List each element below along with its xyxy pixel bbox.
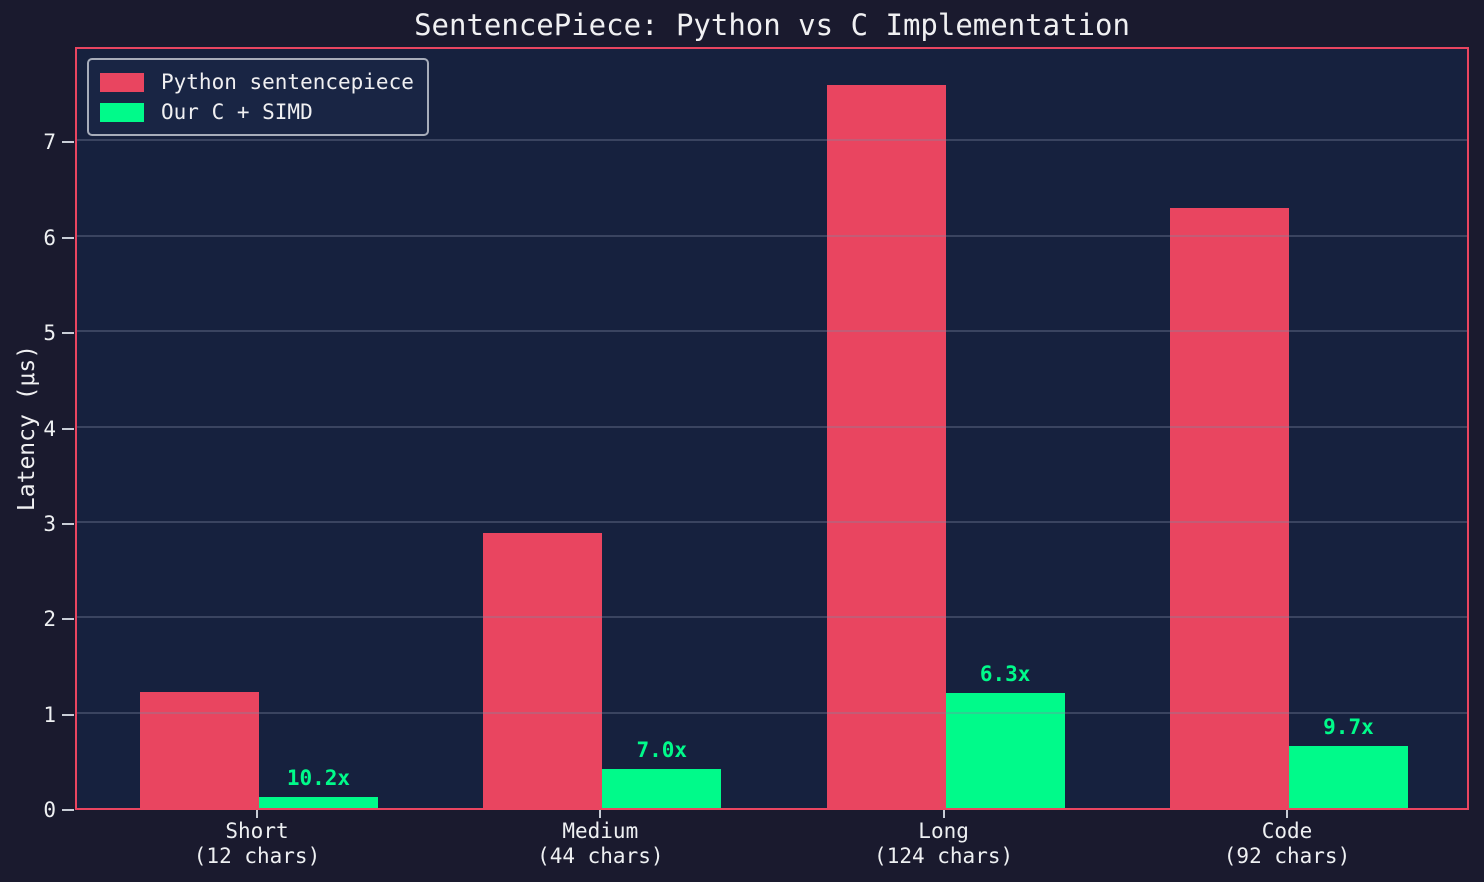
bar-c-simd-code — [1288, 746, 1408, 808]
gridline-y3 — [77, 520, 1467, 523]
legend-swatch-python — [100, 72, 144, 92]
y-tick-label-5: 5 — [43, 321, 56, 346]
chart-title: SentencePiece: Python vs C Implementatio… — [414, 8, 1130, 42]
legend-item-python: Python sentencepiece — [100, 67, 414, 97]
bar-python-long — [826, 85, 946, 808]
x-tick-label-main: Long — [918, 819, 969, 843]
x-tick-label-sub: (12 chars) — [193, 844, 321, 868]
speedup-label-code: 9.7x — [1323, 715, 1374, 739]
bar-python-short — [139, 691, 259, 808]
x-tick-label-long: Long (124 chars) — [824, 819, 1064, 869]
x-tick-label-main: Medium — [562, 819, 639, 843]
plot-area: 10.2x 7.0x 6.3x 9.7x Python sentencepiece Ou… — [75, 47, 1469, 810]
y-tick-label-4: 4 — [43, 416, 56, 441]
speedup-label-long: 6.3x — [979, 661, 1031, 686]
x-tick-label-main: Short — [225, 819, 289, 843]
legend-label-c-simd: Our C + SIMD — [161, 100, 313, 124]
y-tick-label-6: 6 — [43, 225, 56, 250]
x-tick-label-sub: (92 chars) — [1223, 844, 1351, 868]
bar-python-code — [1169, 208, 1289, 808]
y-tick-mark-7 — [62, 141, 74, 144]
legend: Python sentencepiece Our C + SIMD — [87, 58, 429, 136]
y-tick-label-1: 1 — [43, 702, 56, 727]
y-tick-mark-4 — [62, 427, 74, 430]
gridline-y5 — [77, 330, 1467, 333]
y-tick-label-0: 0 — [43, 798, 56, 822]
x-tick-label-short: Short (12 chars) — [137, 819, 377, 869]
legend-swatch-c-simd — [100, 102, 144, 122]
gridline-y2 — [77, 616, 1467, 619]
x-tick-mark-code — [1286, 810, 1288, 818]
bar-c-simd-long — [945, 692, 1065, 808]
bar-c-simd-medium — [602, 768, 722, 808]
y-tick-mark-6 — [62, 236, 74, 239]
x-tick-label-code: Code (92 chars) — [1167, 819, 1407, 869]
x-tick-mark-short — [256, 810, 258, 818]
gridline-y6 — [77, 234, 1467, 237]
y-tick-mark-2 — [62, 618, 74, 621]
speedup-label-short: 10.2x — [286, 765, 351, 790]
speedup-label-medium: 7.0x — [636, 737, 688, 762]
gridline-y1 — [77, 711, 1467, 714]
gridline-y7 — [77, 139, 1467, 142]
legend-label-python: Python sentencepiece — [161, 70, 414, 94]
y-tick-mark-3 — [62, 522, 74, 525]
y-tick-label-3: 3 — [43, 511, 56, 536]
gridline-y4 — [77, 425, 1467, 428]
bar-c-simd-short — [258, 796, 378, 808]
y-tick-label-7: 7 — [43, 130, 56, 155]
x-tick-label-sub: (124 chars) — [874, 844, 1014, 868]
x-tick-mark-long — [942, 810, 945, 818]
x-tick-label-medium: Medium (44 chars) — [480, 819, 720, 869]
y-tick-label-2: 2 — [43, 607, 56, 632]
y-tick-mark-5 — [62, 332, 74, 335]
x-tick-label-sub: (44 chars) — [537, 844, 664, 868]
bar-python-medium — [483, 533, 603, 808]
y-tick-mark-1 — [62, 713, 74, 716]
x-tick-mark-medium — [599, 810, 602, 818]
y-tick-mark-0 — [62, 809, 74, 811]
legend-item-c-simd: Our C + SIMD — [100, 97, 414, 127]
x-tick-label-main: Code — [1261, 819, 1313, 843]
